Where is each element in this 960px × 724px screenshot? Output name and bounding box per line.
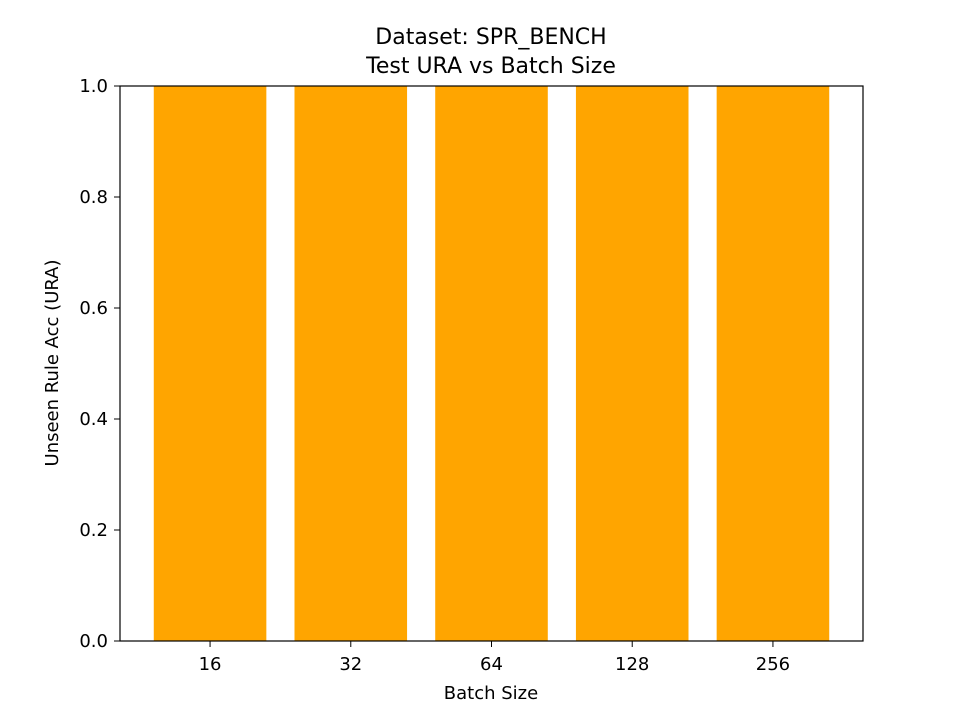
y-tick-label: 1.0 — [79, 76, 108, 97]
x-tick-label: 32 — [339, 654, 362, 675]
bar-128 — [575, 86, 689, 641]
x-axis-label: Batch Size — [444, 683, 538, 704]
y-tick-label: 0.8 — [79, 187, 108, 208]
plot-frame — [119, 85, 864, 642]
x-axis-ticks: 16 32 64 128 256 — [199, 641, 790, 675]
bar-32 — [294, 86, 408, 641]
bar-16 — [153, 86, 267, 641]
x-tick-label: 256 — [756, 654, 790, 675]
x-tick-label: 128 — [615, 654, 649, 675]
x-tick-label: 16 — [199, 654, 222, 675]
y-axis-label: Unseen Rule Acc (URA) — [42, 260, 63, 467]
bar-256 — [716, 86, 830, 641]
bars-layer — [153, 86, 830, 641]
y-axis-ticks: 0.0 0.2 0.4 0.6 0.8 1.0 — [79, 76, 120, 652]
bar-64 — [435, 86, 548, 641]
y-tick-label: 0.4 — [79, 409, 108, 430]
chart-title-line2: Test URA vs Batch Size — [365, 54, 616, 79]
y-tick-label: 0.2 — [79, 520, 108, 541]
chart-title-line1: Dataset: SPR_BENCH — [375, 25, 606, 50]
y-tick-label: 0.6 — [79, 298, 108, 319]
y-tick-label: 0.0 — [79, 631, 108, 652]
x-tick-label: 64 — [480, 654, 503, 675]
